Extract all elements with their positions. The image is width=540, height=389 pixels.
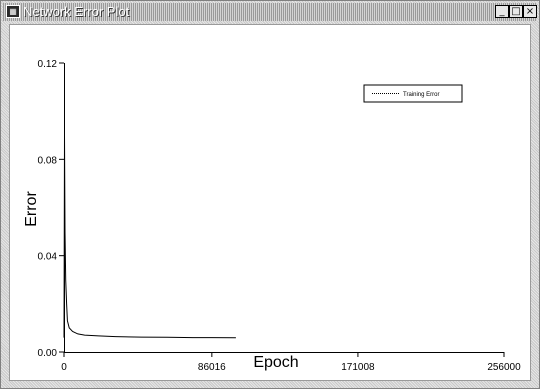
series-line-training-error [63,135,236,339]
x-axis-label: Epoch [253,354,298,371]
y-ticks: 0.00 0.04 0.08 0.12 [38,59,64,359]
minimize-button[interactable]: _ [495,5,509,18]
x-tick-label: 256000 [487,362,521,373]
series-group [63,135,236,339]
y-tick-label: 0.08 [38,155,58,166]
y-axis-label: Error [23,191,40,227]
x-tick-label: 171008 [341,362,375,373]
legend: Training Error [363,84,463,103]
title-bar[interactable]: ▦ Network Error Plot _ □ × [3,3,537,21]
x-tick-label: 0 [61,362,67,373]
y-tick-label: 0.00 [38,348,58,359]
y-tick-label: 0.04 [38,252,58,263]
window-title: Network Error Plot [23,4,130,19]
plot-area: 0 86016 171008 256000 0.00 0.04 0.08 0.12 Epoc… [9,24,531,381]
legend-label: Training Error [403,92,439,98]
legend-box [363,84,463,103]
app-icon[interactable]: ▦ [6,5,20,18]
x-tick-label: 86016 [198,362,226,373]
close-button[interactable]: × [523,5,537,18]
y-tick-label: 0.12 [38,59,58,70]
maximize-button[interactable]: □ [509,5,523,18]
x-ticks: 0 86016 171008 256000 [61,352,521,373]
error-chart: 0 86016 171008 256000 0.00 0.04 0.08 0.12 Epoc… [23,59,521,373]
